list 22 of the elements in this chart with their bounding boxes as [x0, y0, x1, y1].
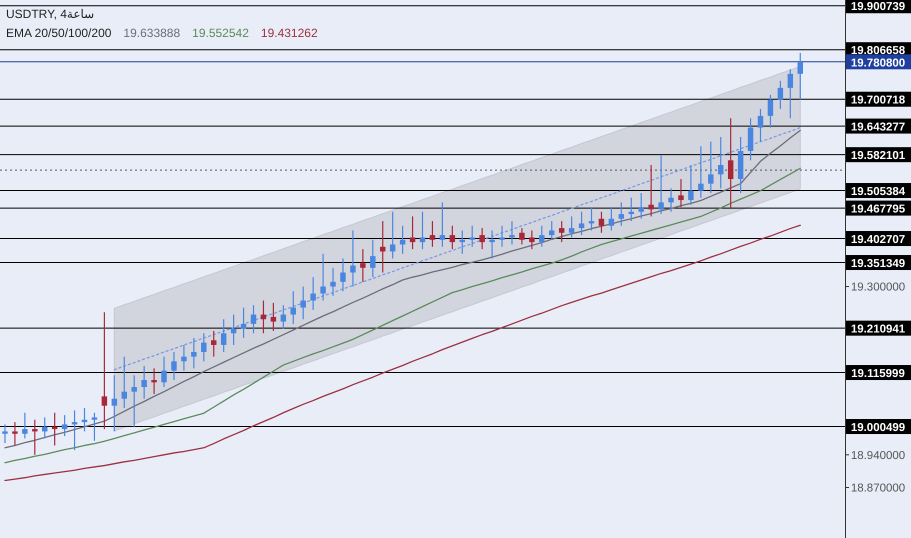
ref-line-label: 19.900739 — [850, 1, 906, 14]
ref-line-label: 19.402707 — [850, 234, 906, 246]
y-tick-label: 19.300000 — [850, 282, 906, 294]
ref-line-label: 19.700718 — [850, 94, 906, 107]
ref-line-label: 19.643277 — [850, 122, 906, 134]
ref-line-label: 19.780800 — [850, 57, 906, 70]
ref-line-label: 19.115999 — [851, 368, 905, 380]
line-series — [4, 168, 801, 464]
line-series — [4, 130, 801, 448]
ref-line-label: 19.582101 — [850, 150, 906, 162]
text: USDTRY, 4ساعة — [6, 7, 94, 21]
y-tick-label: 18.870000 — [850, 482, 906, 495]
ref-line-label: 19.210941 — [850, 324, 906, 336]
ref-line-label: 19.505384 — [850, 186, 906, 198]
y-tick-label: 18.940000 — [850, 450, 906, 462]
line-series — [4, 224, 801, 482]
ref-line-label: 19.000499 — [850, 422, 906, 434]
ref-line-label: 19.806658 — [850, 45, 906, 58]
ref-line-label: 19.351349 — [850, 258, 906, 270]
line-series — [114, 126, 801, 370]
ref-line-label: 19.467795 — [850, 204, 906, 216]
legend: EMA 20/50/100/200 19.633888 19.552542 19.431262 — [6, 26, 318, 40]
